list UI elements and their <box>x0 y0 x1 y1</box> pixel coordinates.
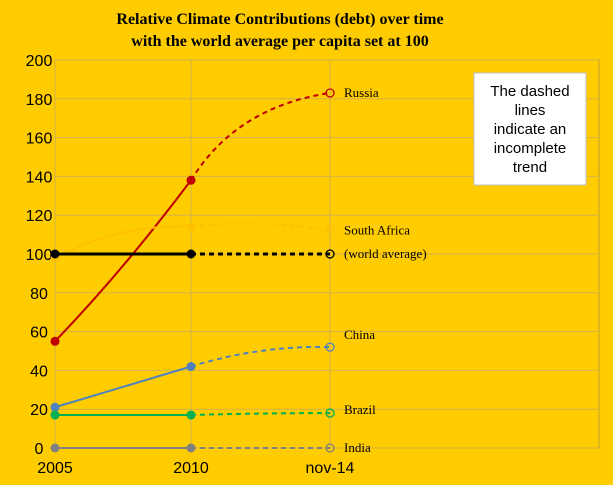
chart-title-line-1: Relative Climate Contributions (debt) ov… <box>116 11 443 28</box>
note-line: The dashed <box>490 83 569 100</box>
note-line: indicate an <box>494 121 567 138</box>
data-point-world-average <box>325 249 335 259</box>
y-tick-label: 120 <box>26 208 53 225</box>
data-point-brazil <box>186 410 196 420</box>
series-label-russia: Russia <box>344 85 379 100</box>
y-tick-label: 0 <box>35 441 44 458</box>
x-tick-label: 2005 <box>37 460 73 477</box>
note-box: The dashed lines indicate an incomplete tren… <box>473 72 587 186</box>
data-point-russia <box>186 175 196 185</box>
y-tick-label: 60 <box>30 325 48 342</box>
note-text: The dashed lines indicate an incomplete tren… <box>490 83 569 176</box>
series-line-south-africa <box>54 225 192 259</box>
data-point-world-average <box>186 249 196 259</box>
data-point-india <box>50 443 60 453</box>
y-tick-label: 140 <box>26 169 53 186</box>
grid: 0 20 40 60 80 100 120 140 160 180 200 2005 2010 nov-1… <box>26 53 599 477</box>
labels-group: Russia South Africa (world average) China Br… <box>344 85 427 455</box>
y-tick-label: 200 <box>26 53 53 70</box>
x-tick-label: 2010 <box>173 460 209 477</box>
data-point-world-average <box>50 249 60 259</box>
note-line: trend <box>513 159 547 176</box>
series-label-world-average: (world average) <box>344 246 427 261</box>
series-label-south-africa: South Africa <box>344 223 410 238</box>
data-point-china <box>50 402 60 412</box>
data-point-russia <box>325 88 335 98</box>
series-line-china <box>54 365 192 409</box>
note-line: lines <box>515 102 546 119</box>
series-label-china: China <box>344 327 375 342</box>
data-point-india <box>186 443 196 453</box>
series-line-russia <box>54 179 192 342</box>
y-tick-label: 100 <box>26 247 53 264</box>
data-point-china <box>325 342 335 352</box>
data-point-brazil <box>50 410 60 420</box>
y-tick-label: 80 <box>30 286 48 303</box>
y-tick-label: 160 <box>26 131 53 148</box>
data-point-south-africa <box>325 226 335 236</box>
data-point-brazil <box>325 408 335 418</box>
note-box-frame <box>473 72 587 186</box>
data-point-china <box>186 362 196 372</box>
y-tick-label: 20 <box>30 402 48 419</box>
series-trend-russia <box>190 91 331 181</box>
series-label-brazil: Brazil <box>344 402 376 417</box>
data-point-south-africa <box>186 222 196 232</box>
y-tick-label: 40 <box>30 363 48 380</box>
series-label-india: India <box>344 440 371 455</box>
series-group <box>50 88 335 453</box>
chart-title-line-2: with the world average per capita set at… <box>131 33 428 50</box>
data-point-russia <box>50 336 60 346</box>
y-tick-label: 180 <box>26 92 53 109</box>
data-point-india <box>325 443 335 453</box>
x-tick-label: nov-14 <box>306 460 355 477</box>
note-line: incomplete <box>494 140 567 157</box>
